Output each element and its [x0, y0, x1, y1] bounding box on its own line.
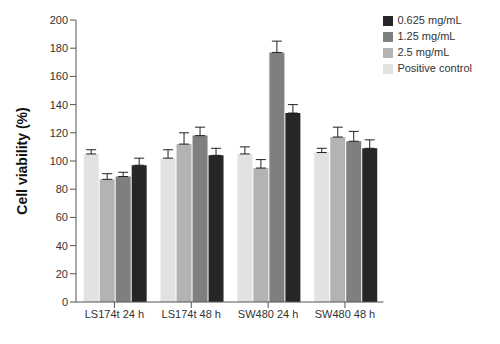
svg-text:SW480 48 h: SW480 48 h — [315, 308, 376, 320]
svg-text:180: 180 — [50, 42, 68, 54]
svg-text:LS174t 48 h: LS174t 48 h — [162, 308, 221, 320]
html-text:1.25 mg/mL: 1.25 mg/mL — [397, 30, 456, 42]
svg-text:120: 120 — [50, 127, 68, 139]
svg-text:100: 100 — [50, 155, 68, 167]
svg-text:0: 0 — [62, 296, 68, 308]
svg-text:40: 40 — [56, 240, 68, 252]
svg-text:Cell viability (%): Cell viability (%) — [14, 107, 30, 214]
html-text:Positive control: Positive control — [397, 62, 472, 74]
svg-text:SW480 24 h: SW480 24 h — [238, 308, 299, 320]
svg-text:60: 60 — [56, 211, 68, 223]
svg-text:LS174t 24 h: LS174t 24 h — [85, 308, 144, 320]
svg-text:20: 20 — [56, 268, 68, 280]
svg-text:80: 80 — [56, 183, 68, 195]
svg-text:160: 160 — [50, 70, 68, 82]
html-text:0.625 mg/mL: 0.625 mg/mL — [397, 14, 462, 26]
html-text:2.5 mg/mL: 2.5 mg/mL — [397, 46, 450, 58]
svg-text:200: 200 — [50, 14, 68, 26]
svg-text:140: 140 — [50, 99, 68, 111]
